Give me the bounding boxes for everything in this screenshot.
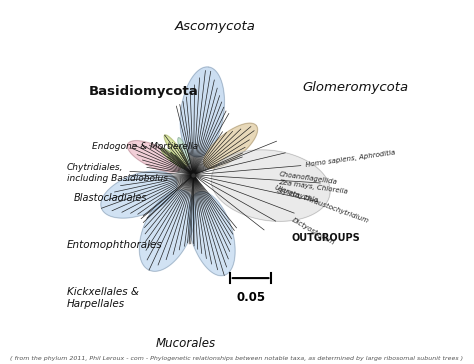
Text: 0.05: 0.05 <box>236 291 265 304</box>
Text: Endogone & Mortierella: Endogone & Mortierella <box>92 142 198 151</box>
Text: Glomeromycota: Glomeromycota <box>302 81 409 94</box>
Polygon shape <box>101 171 177 218</box>
Text: Zea mays, Chlorella: Zea mays, Chlorella <box>278 179 348 194</box>
Polygon shape <box>139 190 196 271</box>
Polygon shape <box>211 150 330 221</box>
Text: Ascomycota: Ascomycota <box>175 20 255 32</box>
Text: Stylemychia: Stylemychia <box>276 187 319 203</box>
Polygon shape <box>178 138 190 165</box>
Text: OUTGROUPS: OUTGROUPS <box>292 233 360 243</box>
Polygon shape <box>128 141 181 172</box>
Text: Entomophthorales: Entomophthorales <box>66 241 162 250</box>
Polygon shape <box>204 123 257 168</box>
Text: ( from the phylum 2011, Phil Leroux - com - Phylogenetic relationships between n: ( from the phylum 2011, Phil Leroux - co… <box>10 356 464 361</box>
Text: Basidiomycota: Basidiomycota <box>88 85 198 98</box>
Text: Homo sapiens, Aphroditia: Homo sapiens, Aphroditia <box>305 150 395 169</box>
Text: Kickxellales &
Harpellales: Kickxellales & Harpellales <box>66 287 138 309</box>
Text: Blastocladiales: Blastocladiales <box>74 193 147 203</box>
Text: Choanoflagellida: Choanoflagellida <box>279 171 338 185</box>
Text: Mucorales: Mucorales <box>156 337 216 350</box>
Text: Ulerota, Thraustochytridium: Ulerota, Thraustochytridium <box>273 184 369 224</box>
Polygon shape <box>164 135 188 166</box>
Text: Dictyostelium: Dictyostelium <box>291 216 336 246</box>
Polygon shape <box>188 192 235 276</box>
Polygon shape <box>161 148 185 168</box>
Text: Chytridiales,
including Basidiobolus: Chytridiales, including Basidiobolus <box>66 163 168 183</box>
Polygon shape <box>180 67 224 157</box>
